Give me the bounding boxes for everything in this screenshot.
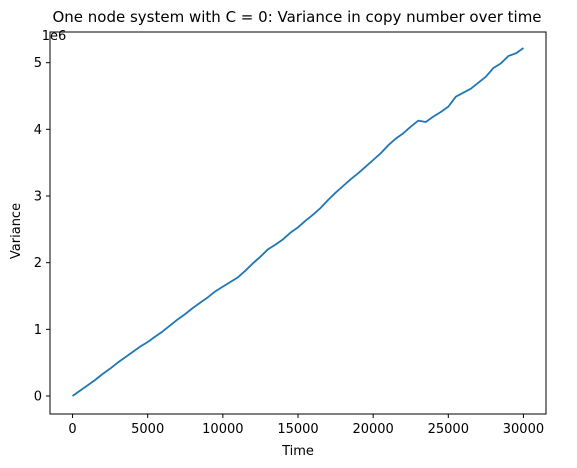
y-axis-label: Variance [9,203,24,259]
y-axis: 0 1 2 3 4 5 [34,56,50,405]
y-tick-label: 0 [34,390,42,405]
y-tick-label: 1 [34,323,42,338]
x-tick-label: 5000 [131,422,164,437]
x-tick-label: 10000 [202,422,243,437]
x-tick-label: 25000 [428,422,469,437]
y-tick-label: 2 [34,256,42,271]
x-tick-label: 15000 [277,422,318,437]
chart-title: One node system with C = 0: Variance in … [52,8,541,26]
x-tick-label: 20000 [352,422,393,437]
series-group [72,47,524,397]
plot-frame [49,31,547,415]
plot-area: 0 5000 10000 15000 20000 25000 30000 0 1 2 3 4 5 [34,31,547,437]
y-tick-label: 3 [34,190,42,205]
y-tick-label: 5 [34,56,42,71]
y-offset-label: 1e6 [42,29,67,44]
x-tick-label: 30000 [503,422,544,437]
x-axis-label: Time [281,444,314,459]
x-axis: 0 5000 10000 15000 20000 25000 30000 [68,414,544,437]
x-tick-label: 0 [68,422,76,437]
y-tick-label: 4 [34,123,42,138]
series-line-variance [72,47,524,397]
